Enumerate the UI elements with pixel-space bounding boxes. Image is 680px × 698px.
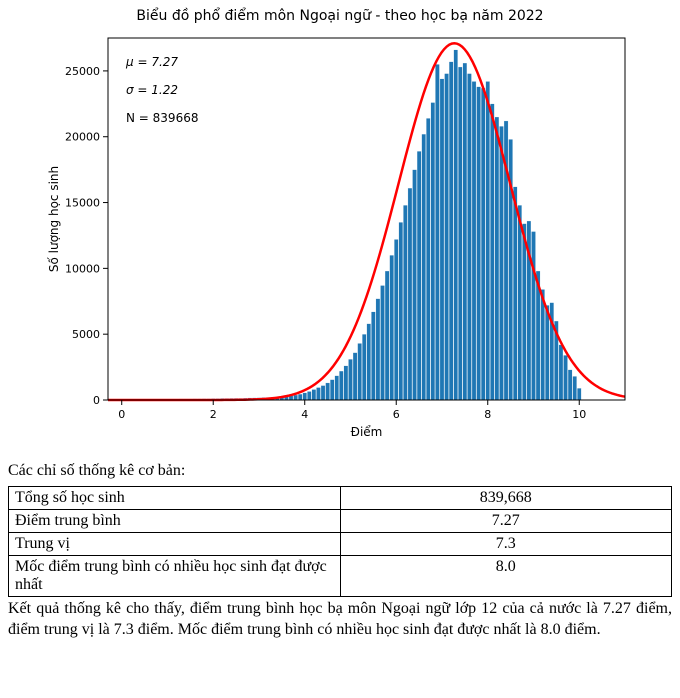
histogram-bar [294,395,298,400]
histogram-bar [422,134,426,400]
histogram-bar [541,289,545,400]
table-cell-value: 7.27 [340,510,672,533]
histogram-bar [312,389,316,400]
histogram-bar [348,359,352,400]
histogram-bar [321,386,325,400]
histogram-bar [412,170,416,400]
histogram-bar [463,63,467,400]
table-row: Trung vị7.3 [9,533,672,556]
table-cell-label: Tổng số học sinh [9,487,341,510]
histogram-bar [477,87,481,400]
histogram-bar [367,324,371,400]
table-cell-label: Trung vị [9,533,341,556]
histogram-bar [559,345,563,400]
histogram-bar [531,232,535,400]
histogram-bar [573,376,577,400]
histogram-bar [577,388,581,400]
histogram-bar [563,355,567,400]
annotation-mu: μ = 7.27 [125,55,178,69]
histogram-bar [353,353,357,400]
x-tick-label: 6 [393,408,400,421]
histogram-bar [495,117,499,400]
table-cell-label: Điểm trung bình [9,510,341,533]
stats-table: Tổng số học sinh839,668Điểm trung bình7.… [8,486,672,597]
x-tick-label: 4 [301,408,308,421]
summary-text: Kết quả thống kê cho thấy, điểm trung bì… [8,599,672,641]
stats-heading: Các chỉ số thống kê cơ bản: [8,462,672,480]
chart-title: Biểu đồ phổ điểm môn Ngoại ngữ - theo họ… [40,8,640,24]
x-tick-label: 8 [484,408,491,421]
histogram-bar [371,312,375,400]
histogram-bar [408,188,412,400]
histogram-bar [426,118,430,400]
histogram-bar [481,88,485,400]
histogram-bar [490,104,494,400]
x-tick-label: 10 [572,408,586,421]
histogram-bar [307,391,311,400]
histogram-bar [403,205,407,400]
histogram-bar [431,103,435,400]
histogram-bar [454,50,458,400]
histogram-bar [440,79,444,400]
histogram-bar [376,299,380,400]
histogram-chart: 0 2 4 6 8 10 0 5000 10000 15000 20000 25000 Điểm Số l… [40,28,640,448]
histogram-bar [449,62,453,400]
histogram-bar [298,394,302,400]
histogram-bar [522,224,526,400]
y-axis-label: Số lượng học sinh [47,166,61,272]
table-row: Tổng số học sinh839,668 [9,487,672,510]
histogram-bar [518,205,522,400]
histogram-bar [303,393,307,400]
histogram-bar [344,366,348,400]
histogram-bar [362,334,366,400]
y-tick-label: 20000 [65,131,100,144]
table-cell-label: Mốc điểm trung bình có nhiều học sinh đạ… [9,556,341,597]
histogram-bar [339,371,343,400]
histogram-bar [435,64,439,400]
x-tick-label: 0 [118,408,125,421]
histogram-bar [358,343,362,400]
histogram-bar [330,380,334,400]
histogram-bar [472,81,476,400]
y-tick-label: 15000 [65,197,100,210]
x-tick-label: 2 [210,408,217,421]
x-axis-label: Điểm [351,425,383,439]
table-cell-value: 839,668 [340,487,672,510]
histogram-bar [417,151,421,400]
histogram-bar [499,126,503,400]
annotation-n: N = 839668 [126,111,198,125]
histogram-bar [568,370,572,400]
table-cell-value: 8.0 [340,556,672,597]
histogram-bar [326,383,330,400]
chart-container: Biểu đồ phổ điểm môn Ngoại ngữ - theo họ… [40,8,640,452]
histogram-bar [458,67,462,400]
annotation-sigma: σ = 1.22 [126,83,178,97]
histogram-bar [394,239,398,400]
histogram-bar [486,81,490,400]
histogram-bar [390,255,394,400]
y-tick-label: 5000 [72,328,100,341]
table-row: Điểm trung bình7.27 [9,510,672,533]
y-tick-label: 10000 [65,262,100,275]
histogram-bar [467,74,471,400]
histogram-bar [335,376,339,400]
y-tick-label: 25000 [65,65,100,78]
y-tick-label: 0 [93,394,100,407]
histogram-bar [380,285,384,400]
histogram-bar [513,187,517,400]
table-row: Mốc điểm trung bình có nhiều học sinh đạ… [9,556,672,597]
histogram-bar [545,305,549,400]
histogram-bar [399,222,403,400]
table-cell-value: 7.3 [340,533,672,556]
histogram-bar [445,74,449,400]
histogram-bar [385,271,389,400]
histogram-bar [316,387,320,400]
